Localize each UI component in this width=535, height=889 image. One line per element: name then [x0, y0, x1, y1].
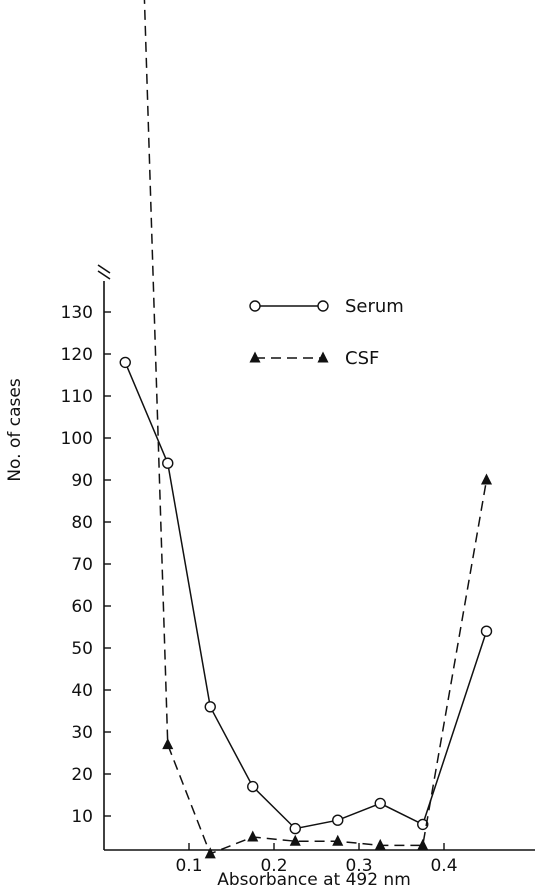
serum-data-point — [289, 822, 301, 835]
serum-data-point — [162, 457, 174, 469]
legend-csf-marker — [317, 351, 329, 363]
serum-data-point — [417, 818, 429, 831]
y-tick-label: 90 — [71, 471, 93, 491]
y-axis-title: No. of cases — [5, 378, 25, 481]
legend-csf-label: CSF — [345, 348, 379, 369]
x-tick-label: 0.4 — [430, 856, 457, 876]
csf-data-point — [204, 847, 216, 859]
serum-data-point — [247, 780, 259, 793]
serum-data-point — [374, 797, 386, 810]
y-tick-label: 110 — [61, 387, 93, 407]
legend: Serum CSF — [249, 296, 404, 369]
y-tick-label: 50 — [71, 639, 93, 659]
serum-series-line — [124, 362, 488, 830]
csf-data-point — [162, 738, 174, 750]
legend-serum-marker — [317, 300, 329, 312]
csf-data-point — [289, 834, 301, 846]
csf-series-line — [143, 0, 488, 855]
serum-data-point — [480, 625, 493, 637]
x-axis-title: Absorbance at 492 nm — [217, 870, 411, 889]
y-axis-break-mark — [97, 264, 111, 274]
y-tick-label: 10 — [71, 807, 93, 827]
serum-data-point — [119, 356, 131, 369]
y-tick-label: 40 — [71, 681, 93, 701]
csf-data-point — [417, 838, 429, 850]
y-tick-label: 70 — [71, 555, 93, 575]
y-tick-label: 30 — [71, 723, 93, 743]
legend-csf-marker — [249, 351, 261, 363]
serum-data-point — [204, 701, 216, 713]
csf-data-point — [374, 838, 386, 850]
x-tick-label: 0.2 — [260, 856, 287, 876]
axes: 1020304050607080901001101201302402500.10… — [61, 264, 535, 876]
y-tick-label: 60 — [71, 597, 93, 617]
csf-data-point — [332, 834, 344, 846]
y-tick-label: 120 — [61, 345, 93, 365]
y-tick-label: 130 — [61, 303, 93, 323]
y-tick-label: 20 — [71, 765, 93, 785]
x-tick-label: 0.1 — [175, 856, 202, 876]
x-tick-label: 0.3 — [345, 856, 372, 876]
y-tick-label: 80 — [71, 513, 93, 533]
y-axis-break-mark — [97, 270, 111, 280]
legend-serum-marker — [249, 300, 261, 312]
series-layer — [119, 0, 493, 859]
serum-data-point — [332, 814, 344, 826]
csf-data-point — [247, 830, 259, 842]
y-tick-label: 100 — [61, 429, 93, 449]
csf-data-point — [480, 473, 493, 485]
legend-serum-label: Serum — [345, 296, 404, 317]
